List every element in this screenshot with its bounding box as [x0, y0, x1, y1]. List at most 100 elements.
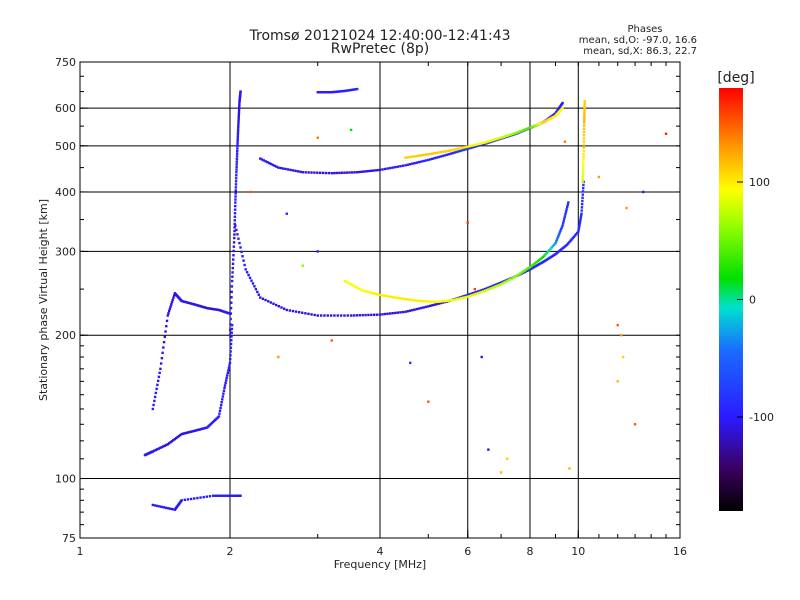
trace-point — [232, 245, 236, 248]
trace-point — [307, 171, 310, 174]
trace-point — [329, 91, 332, 94]
trace-point — [526, 267, 529, 271]
trace-point — [501, 280, 504, 284]
trace-point — [582, 164, 585, 167]
trace-point — [233, 229, 236, 233]
trace-point — [282, 307, 286, 310]
y-tick-label: 200 — [55, 329, 76, 342]
trace-point — [234, 201, 237, 204]
trace-point — [230, 323, 234, 327]
trace-point — [468, 145, 471, 148]
trace-point — [583, 108, 586, 111]
trace-point — [227, 369, 230, 372]
trace-point — [550, 114, 553, 118]
trace-point — [183, 432, 186, 435]
trace-point — [426, 300, 430, 303]
trace-point — [456, 297, 459, 301]
trace-point — [425, 300, 428, 303]
trace-point — [160, 445, 163, 449]
trace-point — [272, 302, 275, 305]
trace-point — [514, 275, 518, 278]
trace-point — [189, 497, 193, 501]
trace-point — [582, 146, 585, 150]
trace-point — [234, 177, 238, 180]
scatter-point — [563, 140, 567, 143]
trace-point — [495, 284, 498, 288]
trace-point — [551, 254, 555, 257]
trace-point — [583, 124, 586, 127]
trace-point — [232, 241, 236, 244]
trace-point — [422, 153, 425, 157]
trace-point — [180, 432, 183, 436]
trace-point — [499, 281, 503, 284]
trace-point — [447, 153, 451, 156]
trace-point — [582, 140, 586, 143]
trace-point — [237, 108, 241, 111]
trace-point — [229, 342, 233, 346]
trace-point — [310, 171, 313, 174]
trace-point — [323, 314, 326, 317]
trace-point — [268, 161, 271, 165]
trace-point — [475, 145, 478, 148]
trace-point — [435, 156, 438, 159]
trace-point — [496, 137, 500, 140]
x-tick-label: 1 — [77, 545, 84, 558]
scatter-point — [301, 264, 305, 267]
trace-point — [229, 328, 232, 332]
trace-point — [502, 135, 506, 138]
trace-point — [269, 162, 273, 166]
trace-point — [204, 306, 208, 309]
trace-point — [239, 90, 242, 93]
trace-point — [437, 151, 440, 154]
trace-point — [550, 255, 553, 258]
trace-point — [499, 136, 503, 139]
trace-point — [186, 498, 190, 501]
trace-point — [508, 133, 512, 137]
trace-point — [316, 91, 319, 94]
trace-point — [582, 143, 586, 146]
trace-point — [395, 296, 398, 299]
scatter-point — [285, 212, 288, 215]
trace-point — [583, 119, 586, 122]
trace-point — [229, 317, 232, 321]
trace-point — [355, 87, 359, 91]
trace-point — [517, 130, 521, 134]
trace-point — [478, 144, 482, 147]
trace-point — [394, 311, 397, 315]
trace-point — [333, 171, 336, 175]
trace-point — [435, 151, 438, 155]
trace-point — [198, 304, 201, 308]
trace-point — [485, 288, 488, 292]
trace-point — [299, 170, 302, 173]
trace-point — [475, 143, 478, 146]
trace-point — [351, 88, 354, 92]
trace-point — [341, 90, 344, 93]
trace-point — [513, 275, 516, 279]
trace-point — [418, 299, 421, 303]
trace-point — [406, 156, 409, 159]
trace-point — [352, 88, 355, 91]
trace-point — [405, 297, 408, 301]
trace-point — [260, 158, 264, 161]
trace-point — [273, 164, 276, 168]
trace-point — [343, 279, 347, 283]
trace-point — [257, 293, 260, 296]
trace-point — [304, 312, 307, 315]
trace-point — [565, 208, 568, 211]
trace-point — [176, 435, 179, 439]
trace-point — [408, 155, 412, 159]
trace-point — [572, 235, 576, 239]
trace-point — [544, 119, 547, 123]
trace-point — [335, 171, 339, 175]
trace-point — [242, 259, 245, 262]
trace-point — [528, 265, 532, 269]
trace-point — [557, 233, 561, 236]
trace-point — [470, 294, 473, 297]
trace-point — [165, 319, 169, 323]
trace-point — [401, 310, 405, 314]
trace-point — [229, 350, 232, 353]
trace-point — [291, 309, 295, 313]
trace-point — [235, 168, 238, 171]
trace-point — [227, 366, 231, 370]
trace-point — [451, 298, 455, 302]
